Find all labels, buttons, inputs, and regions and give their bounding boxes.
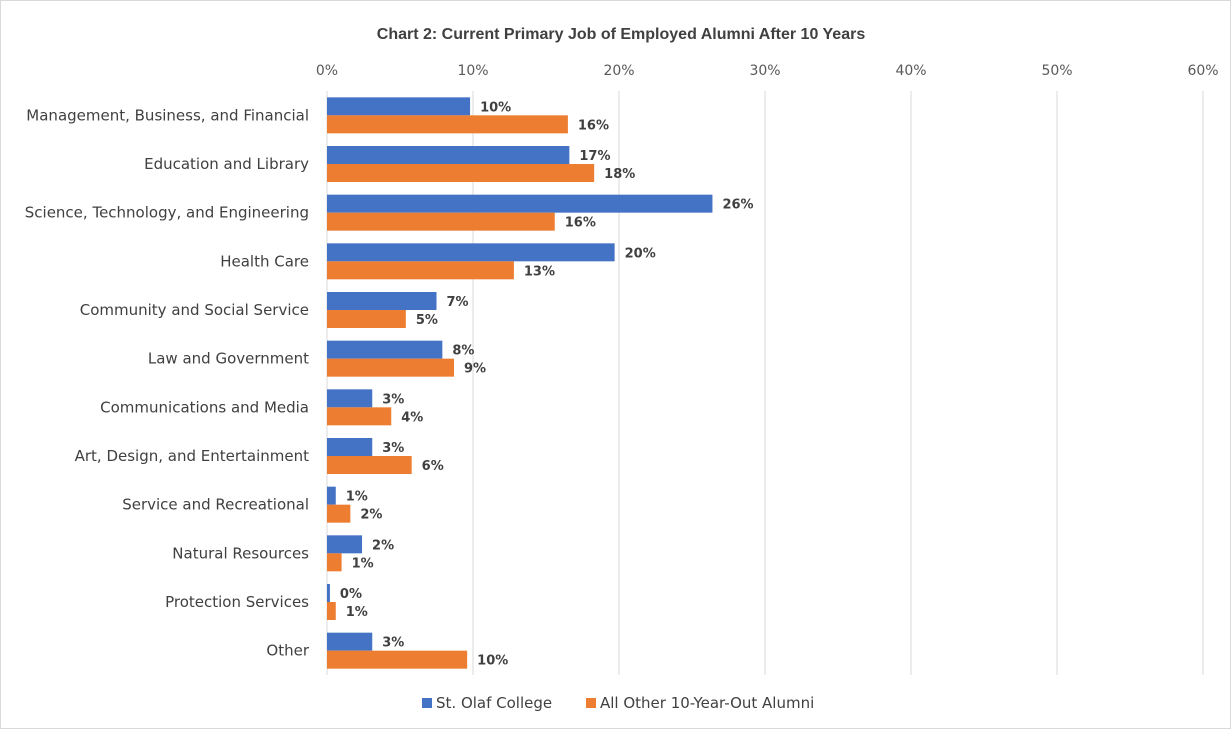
chart-title: Chart 2: Current Primary Job of Employed… [377, 26, 866, 43]
data-label: 10% [477, 654, 508, 669]
category-label: Science, Technology, and Engineering [25, 204, 309, 222]
bar-st-olaf [327, 438, 373, 456]
category-label: Education and Library [144, 155, 309, 173]
category-label: Law and Government [148, 350, 309, 368]
data-label: 18% [604, 167, 635, 182]
data-label: 3% [382, 392, 404, 407]
category-label: Health Care [220, 252, 309, 270]
gridlines [326, 91, 1204, 675]
bar-other-alumni [327, 212, 555, 231]
data-label: 2% [360, 508, 382, 523]
legend: St. Olaf College All Other 10-Year-Out Al… [422, 694, 814, 712]
bar-other-alumni [327, 553, 342, 572]
category-label: Communications and Media [100, 398, 309, 416]
x-tick-label: 40% [895, 63, 926, 79]
data-label: 10% [480, 100, 511, 115]
data-label: 17% [579, 149, 610, 164]
bar-other-alumni [327, 261, 514, 280]
category-label: Natural Resources [172, 544, 309, 562]
data-label: 0% [340, 587, 362, 602]
bar-other-alumni [327, 310, 406, 328]
bar-other-alumni [327, 358, 455, 377]
bar-other-alumni [327, 650, 468, 669]
bar-st-olaf [327, 292, 437, 310]
data-label: 1% [346, 490, 368, 505]
x-tick-label: 60% [1187, 63, 1218, 79]
x-axis-ticks: 0% 10% 20% 30% 40% 50% 60% [316, 63, 1219, 79]
data-label: 9% [464, 362, 486, 377]
data-label: 7% [447, 295, 469, 310]
data-label: 16% [565, 216, 596, 231]
data-label: 16% [578, 118, 609, 133]
bar-other-alumni [327, 115, 568, 134]
category-axis: Management, Business, and Financial Educa… [25, 106, 310, 659]
data-labels: 10% 16% 17% 18% 26% 16% 20% 13% 7% 5% 8% 9% 3% 4% 3% 6%… [340, 100, 754, 668]
bar-st-olaf [327, 340, 443, 359]
data-label: 20% [625, 246, 656, 261]
data-label: 26% [722, 198, 753, 213]
data-label: 3% [382, 636, 404, 651]
bar-other-alumni [327, 456, 412, 474]
bar-st-olaf [327, 194, 713, 213]
legend-swatch [586, 698, 596, 708]
legend-swatch [422, 698, 432, 708]
bar-st-olaf [327, 584, 330, 602]
bar-st-olaf [327, 486, 336, 505]
data-label: 1% [346, 605, 368, 620]
category-label: Management, Business, and Financial [26, 106, 309, 124]
data-label: 5% [416, 313, 438, 328]
bar-other-alumni [327, 407, 392, 426]
x-tick-label: 50% [1041, 63, 1072, 79]
category-label: Art, Design, and Entertainment [75, 447, 310, 465]
data-label: 3% [382, 441, 404, 456]
category-label: Community and Social Service [80, 301, 309, 319]
bar-other-alumni [327, 602, 336, 620]
category-label: Service and Recreational [122, 496, 309, 514]
data-label: 8% [452, 344, 474, 359]
category-label: Other [266, 642, 309, 660]
x-tick-label: 0% [316, 63, 338, 79]
data-label: 13% [524, 264, 555, 279]
legend-entry: St. Olaf College [436, 694, 552, 712]
x-tick-label: 20% [603, 63, 634, 79]
x-tick-label: 30% [749, 63, 780, 79]
data-label: 1% [352, 556, 374, 571]
data-label: 6% [422, 459, 444, 474]
bar-st-olaf [327, 535, 363, 554]
data-label: 2% [372, 538, 394, 553]
bar-other-alumni [327, 504, 351, 523]
bar-other-alumni [327, 164, 595, 182]
bar-st-olaf [327, 632, 373, 651]
bars [327, 97, 713, 669]
bar-st-olaf [327, 243, 615, 262]
category-label: Protection Services [165, 593, 309, 611]
data-label: 4% [401, 410, 423, 425]
bar-st-olaf [327, 146, 570, 164]
bar-st-olaf [327, 97, 471, 116]
legend-entry: All Other 10-Year-Out Alumni [600, 694, 814, 712]
bar-st-olaf [327, 389, 373, 408]
x-tick-label: 10% [457, 63, 488, 79]
